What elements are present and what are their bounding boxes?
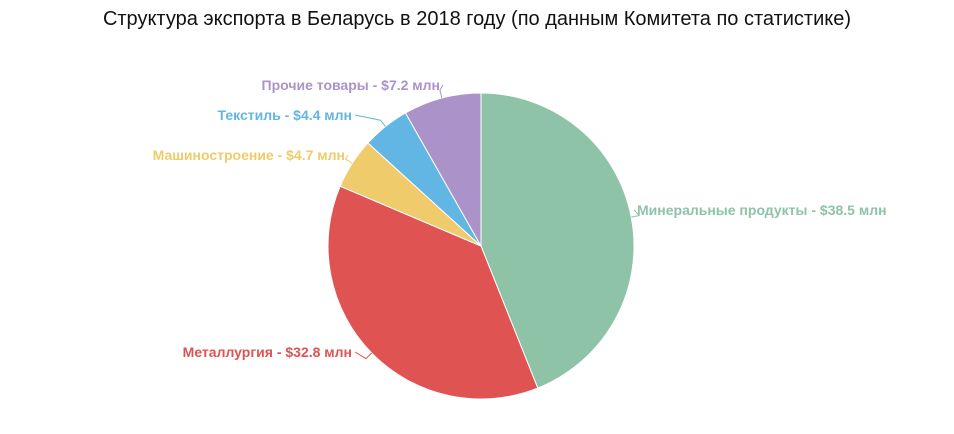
slice-label-other-goods: Прочие товары - $7.2 млн	[262, 77, 440, 93]
chart-title: Структура экспорта в Беларусь в 2018 год…	[102, 8, 852, 30]
slice-label-textile: Текстиль - $4.4 млн	[218, 107, 353, 123]
connector-textile	[354, 114, 386, 127]
slice-label-mineral-products: Минеральные продукты - $38.5 млн	[637, 202, 887, 218]
slice-labels: Минеральные продукты - $38.5 млн Металлур…	[153, 77, 887, 360]
slice-label-metallurgy: Металлургия - $32.8 млн	[183, 344, 352, 360]
slice-label-machine-building: Машиностроение - $4.7 млн	[153, 147, 345, 163]
pie-slices	[327, 92, 635, 400]
pie-slice-mineral-products	[480, 92, 635, 389]
pie-slice-metallurgy	[327, 185, 539, 400]
connector-machine-building	[344, 154, 353, 164]
connector-metallurgy	[354, 351, 373, 360]
label-connectors	[344, 84, 641, 360]
connector-mineral-products	[631, 209, 641, 218]
connector-other-goods	[439, 84, 444, 99]
